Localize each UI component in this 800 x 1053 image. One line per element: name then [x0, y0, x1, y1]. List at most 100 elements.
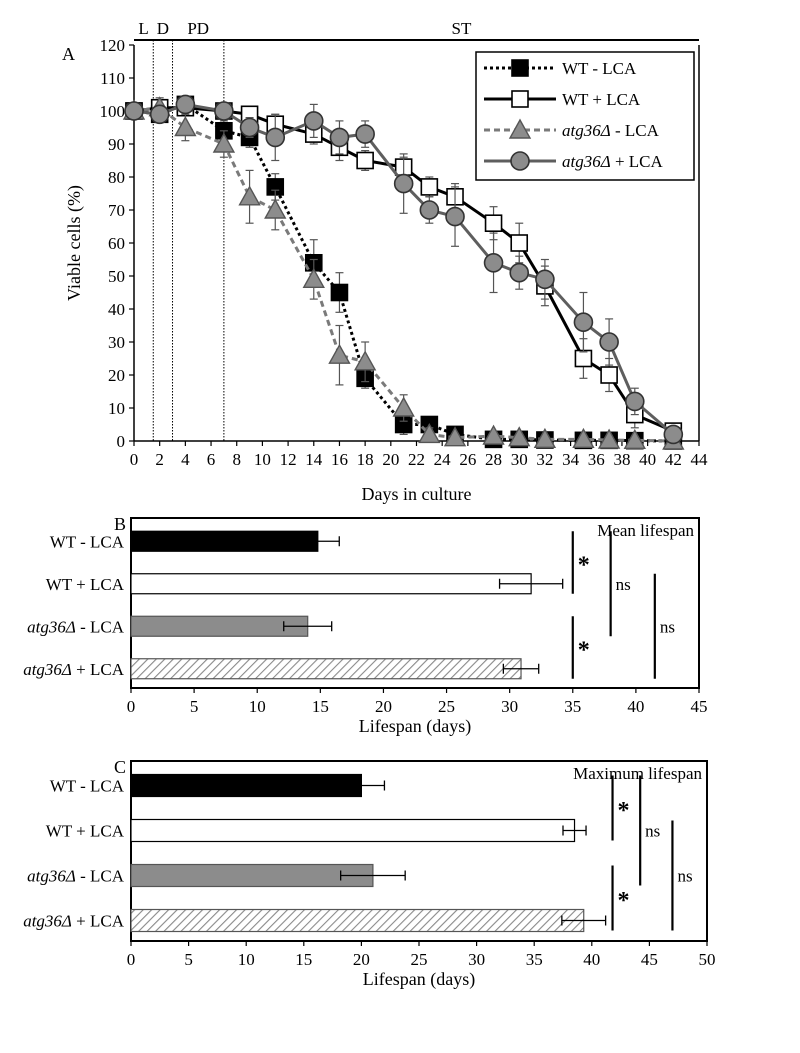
x-tick-label: 44: [691, 450, 709, 469]
legend-marker: [510, 151, 530, 171]
phase-label: L: [138, 19, 148, 38]
bar-category-label-strain: atg36Δ: [27, 867, 76, 886]
data-point: [212, 132, 236, 153]
x-tick-label: 6: [207, 450, 216, 469]
x-tick-label: 32: [536, 450, 553, 469]
data-point: [124, 101, 144, 121]
legend-label: WT + LCA: [562, 90, 641, 109]
bar: [130, 863, 374, 888]
bar-category-label-strain: atg36Δ: [23, 660, 72, 679]
x-tick-label: 0: [127, 697, 136, 716]
x-tick-label: 28: [485, 450, 502, 469]
data-point: [573, 312, 594, 333]
data-point: [510, 234, 529, 252]
significance-label: ns: [660, 617, 675, 636]
bar-group: [130, 615, 333, 637]
y-tick-label: 0: [117, 432, 126, 451]
y-tick-label: 30: [108, 333, 125, 352]
data-point: [264, 198, 287, 219]
data-point: [482, 424, 505, 445]
x-tick-label: 25: [411, 950, 428, 969]
significance-label: *: [578, 553, 590, 579]
y-tick-label: 70: [108, 201, 125, 220]
panel-title: Mean lifespan: [597, 521, 694, 540]
significance-label: ns: [677, 867, 692, 886]
data-point: [443, 426, 467, 447]
panel-title: Maximum lifespan: [573, 764, 702, 783]
data-point: [149, 104, 170, 125]
bar: [130, 908, 585, 933]
x-axis-title: Lifespan (days): [359, 716, 471, 737]
significance-label: ns: [616, 575, 631, 594]
bar-category-label: WT - LCA: [50, 777, 125, 796]
data-point: [572, 427, 595, 449]
data-point: [599, 332, 619, 352]
bar-category-label-strain: WT: [50, 777, 77, 796]
data-point: [356, 151, 374, 170]
bar-category-label: WT + LCA: [46, 822, 125, 841]
data-point: [419, 200, 440, 220]
plot-frame: [130, 517, 700, 689]
x-tick-label: 8: [232, 450, 241, 469]
data-point: [214, 101, 234, 121]
bar: [130, 530, 319, 552]
bar-group: [130, 530, 340, 552]
bar-category-label-condition: - LCA: [76, 777, 125, 796]
legend-marker: [511, 90, 529, 108]
data-point: [238, 185, 261, 206]
y-tick-label: 120: [100, 36, 126, 55]
data-point: [418, 422, 441, 444]
bar: [130, 573, 532, 595]
data-point: [265, 127, 286, 148]
y-tick-label: 40: [108, 300, 125, 319]
bar-category-label-strain: WT: [46, 822, 73, 841]
bar: [130, 818, 576, 843]
x-tick-label: 30: [468, 950, 485, 969]
x-tick-label: 45: [641, 950, 658, 969]
bar-category-label: atg36Δ - LCA: [27, 617, 125, 636]
bar-category-label-condition: + LCA: [72, 822, 125, 841]
data-point: [239, 117, 260, 138]
y-tick-label: 10: [108, 399, 125, 418]
y-tick-label: 90: [108, 135, 125, 154]
legend-label-strain: WT: [562, 90, 589, 109]
data-point: [355, 124, 375, 144]
data-point: [484, 214, 503, 232]
bar-group: [130, 863, 406, 888]
x-tick-label: 34: [562, 450, 580, 469]
bar-group: [130, 658, 540, 680]
x-tick-label: 40: [627, 697, 644, 716]
x-tick-label: 30: [511, 450, 528, 469]
bar-category-label-strain: WT: [50, 532, 77, 551]
x-tick-label: 5: [184, 950, 193, 969]
data-point: [483, 252, 504, 273]
x-tick-label: 10: [238, 950, 255, 969]
bar-group: [130, 818, 587, 843]
y-tick-label: 60: [108, 234, 125, 253]
legend-label-strain: WT: [562, 59, 589, 78]
bar-category-label: WT - LCA: [50, 532, 125, 551]
data-point: [663, 424, 684, 445]
x-tick-label: 20: [382, 450, 399, 469]
bar-group: [130, 908, 607, 933]
significance-label: *: [618, 888, 630, 914]
x-tick-label: 10: [249, 697, 266, 716]
x-tick-label: 45: [691, 697, 708, 716]
x-tick-label: 20: [353, 950, 370, 969]
y-axis-title: Viable cells (%): [64, 185, 85, 301]
data-point: [597, 428, 621, 449]
x-tick-label: 0: [130, 450, 139, 469]
data-point: [533, 427, 557, 449]
x-tick-label: 40: [583, 950, 600, 969]
data-point: [600, 366, 618, 384]
y-tick-label: 20: [108, 366, 125, 385]
data-point: [393, 173, 414, 194]
x-tick-label: 16: [331, 450, 348, 469]
x-axis-title: Days in culture: [362, 484, 472, 504]
y-tick-label: 110: [100, 69, 125, 88]
data-point: [330, 283, 349, 302]
